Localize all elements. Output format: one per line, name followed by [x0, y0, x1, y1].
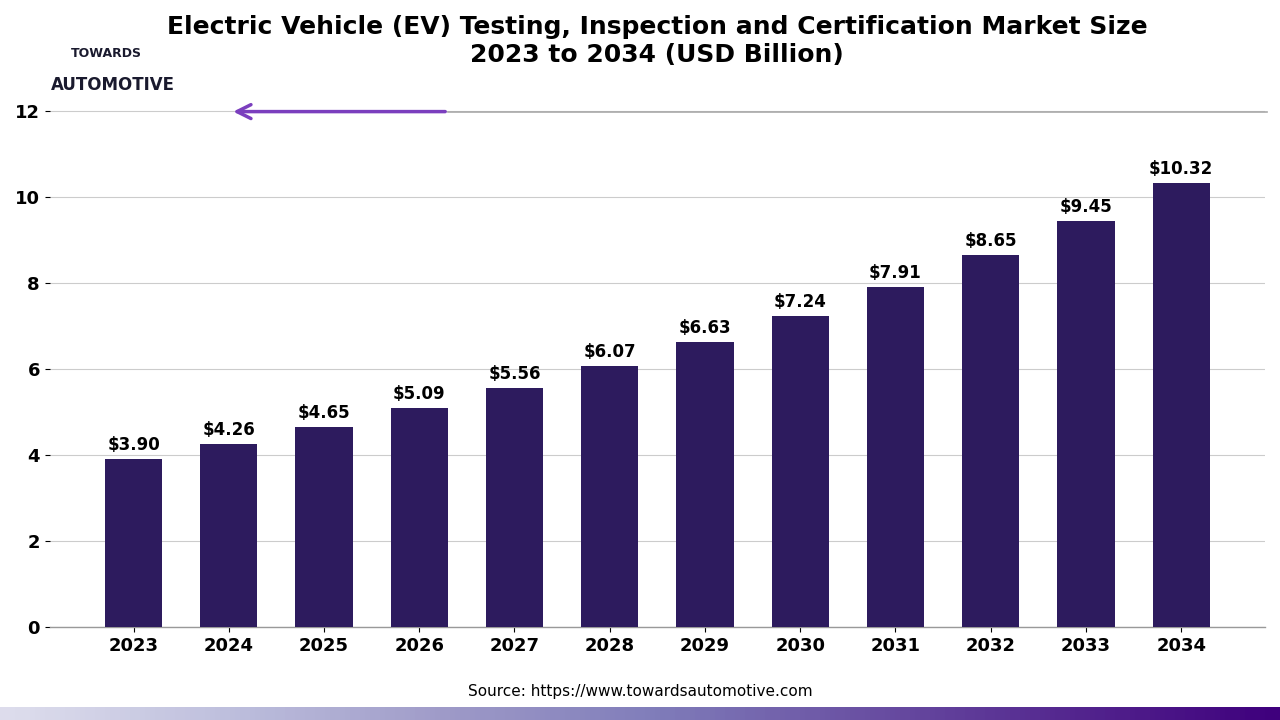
Bar — [390, 408, 448, 627]
Text: $5.56: $5.56 — [488, 365, 540, 383]
Bar — [105, 459, 163, 627]
Bar — [200, 444, 257, 627]
Bar — [581, 366, 639, 627]
Bar — [1152, 184, 1210, 627]
Text: $8.65: $8.65 — [964, 232, 1016, 250]
Text: Source: https://www.towardsautomotive.com: Source: https://www.towardsautomotive.co… — [467, 684, 813, 698]
Text: $3.90: $3.90 — [108, 436, 160, 454]
Bar — [296, 427, 352, 627]
Bar — [486, 388, 543, 627]
Text: TOWARDS: TOWARDS — [70, 47, 141, 60]
Text: $6.07: $6.07 — [584, 343, 636, 361]
Text: AUTOMOTIVE: AUTOMOTIVE — [51, 76, 175, 94]
Bar — [867, 287, 924, 627]
Title: Electric Vehicle (EV) Testing, Inspection and Certification Market Size
2023 to : Electric Vehicle (EV) Testing, Inspectio… — [168, 15, 1148, 67]
Bar — [676, 342, 733, 627]
Bar — [963, 255, 1019, 627]
Text: $6.63: $6.63 — [678, 319, 731, 337]
Text: $4.26: $4.26 — [202, 420, 255, 438]
Text: $5.09: $5.09 — [393, 385, 445, 403]
Text: $4.65: $4.65 — [298, 404, 351, 422]
Text: $7.24: $7.24 — [774, 292, 827, 310]
Text: $10.32: $10.32 — [1149, 160, 1213, 178]
Text: $9.45: $9.45 — [1060, 197, 1112, 215]
Text: $7.91: $7.91 — [869, 264, 922, 282]
Bar — [1057, 220, 1115, 627]
Bar — [772, 315, 828, 627]
